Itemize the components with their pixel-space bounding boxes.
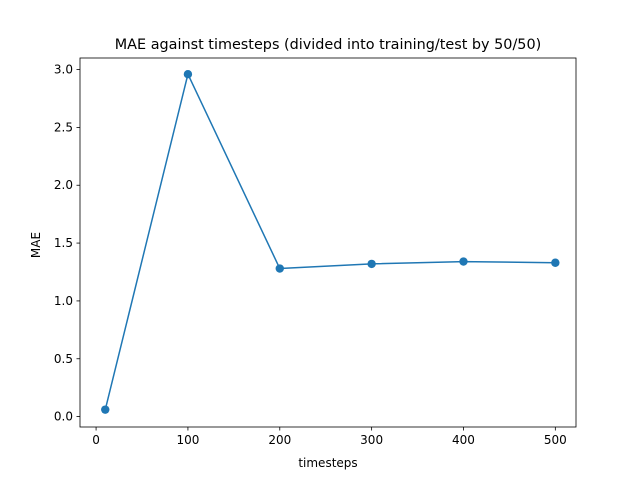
- x-tick-label: 0: [92, 433, 100, 447]
- x-tick-label: 200: [268, 433, 291, 447]
- x-axis-label: timesteps: [298, 456, 357, 470]
- x-tick-label: 100: [176, 433, 199, 447]
- series-line: [104, 73, 556, 410]
- data-point: [183, 69, 193, 79]
- series-group: [101, 69, 560, 414]
- x-tick-label: 400: [452, 433, 475, 447]
- y-tick-label: 2.5: [54, 120, 73, 134]
- y-tick-label: 0.5: [54, 352, 73, 366]
- chart-title: MAE against timesteps (divided into trai…: [115, 37, 541, 53]
- y-tick-label: 0.0: [54, 410, 73, 424]
- data-point: [367, 259, 376, 269]
- x-tick-label: 300: [360, 433, 383, 447]
- y-axis-label: MAE: [29, 232, 43, 258]
- y-tick-label: 1.5: [54, 236, 73, 250]
- y-tick-label: 1.0: [54, 294, 73, 308]
- y-tick-label: 3.0: [54, 63, 73, 77]
- data-point: [459, 257, 468, 266]
- y-tick-label: 2.0: [54, 178, 73, 192]
- data-point: [551, 258, 560, 267]
- data-point: [275, 264, 284, 273]
- axis-ticks: 0 100 200 300 400 500 0.0 0.5 1.0 1.5 2.0 2.5 3.0: [54, 63, 567, 447]
- data-point: [101, 405, 110, 414]
- plot-frame: [79, 57, 577, 428]
- x-tick-label: 500: [544, 433, 567, 447]
